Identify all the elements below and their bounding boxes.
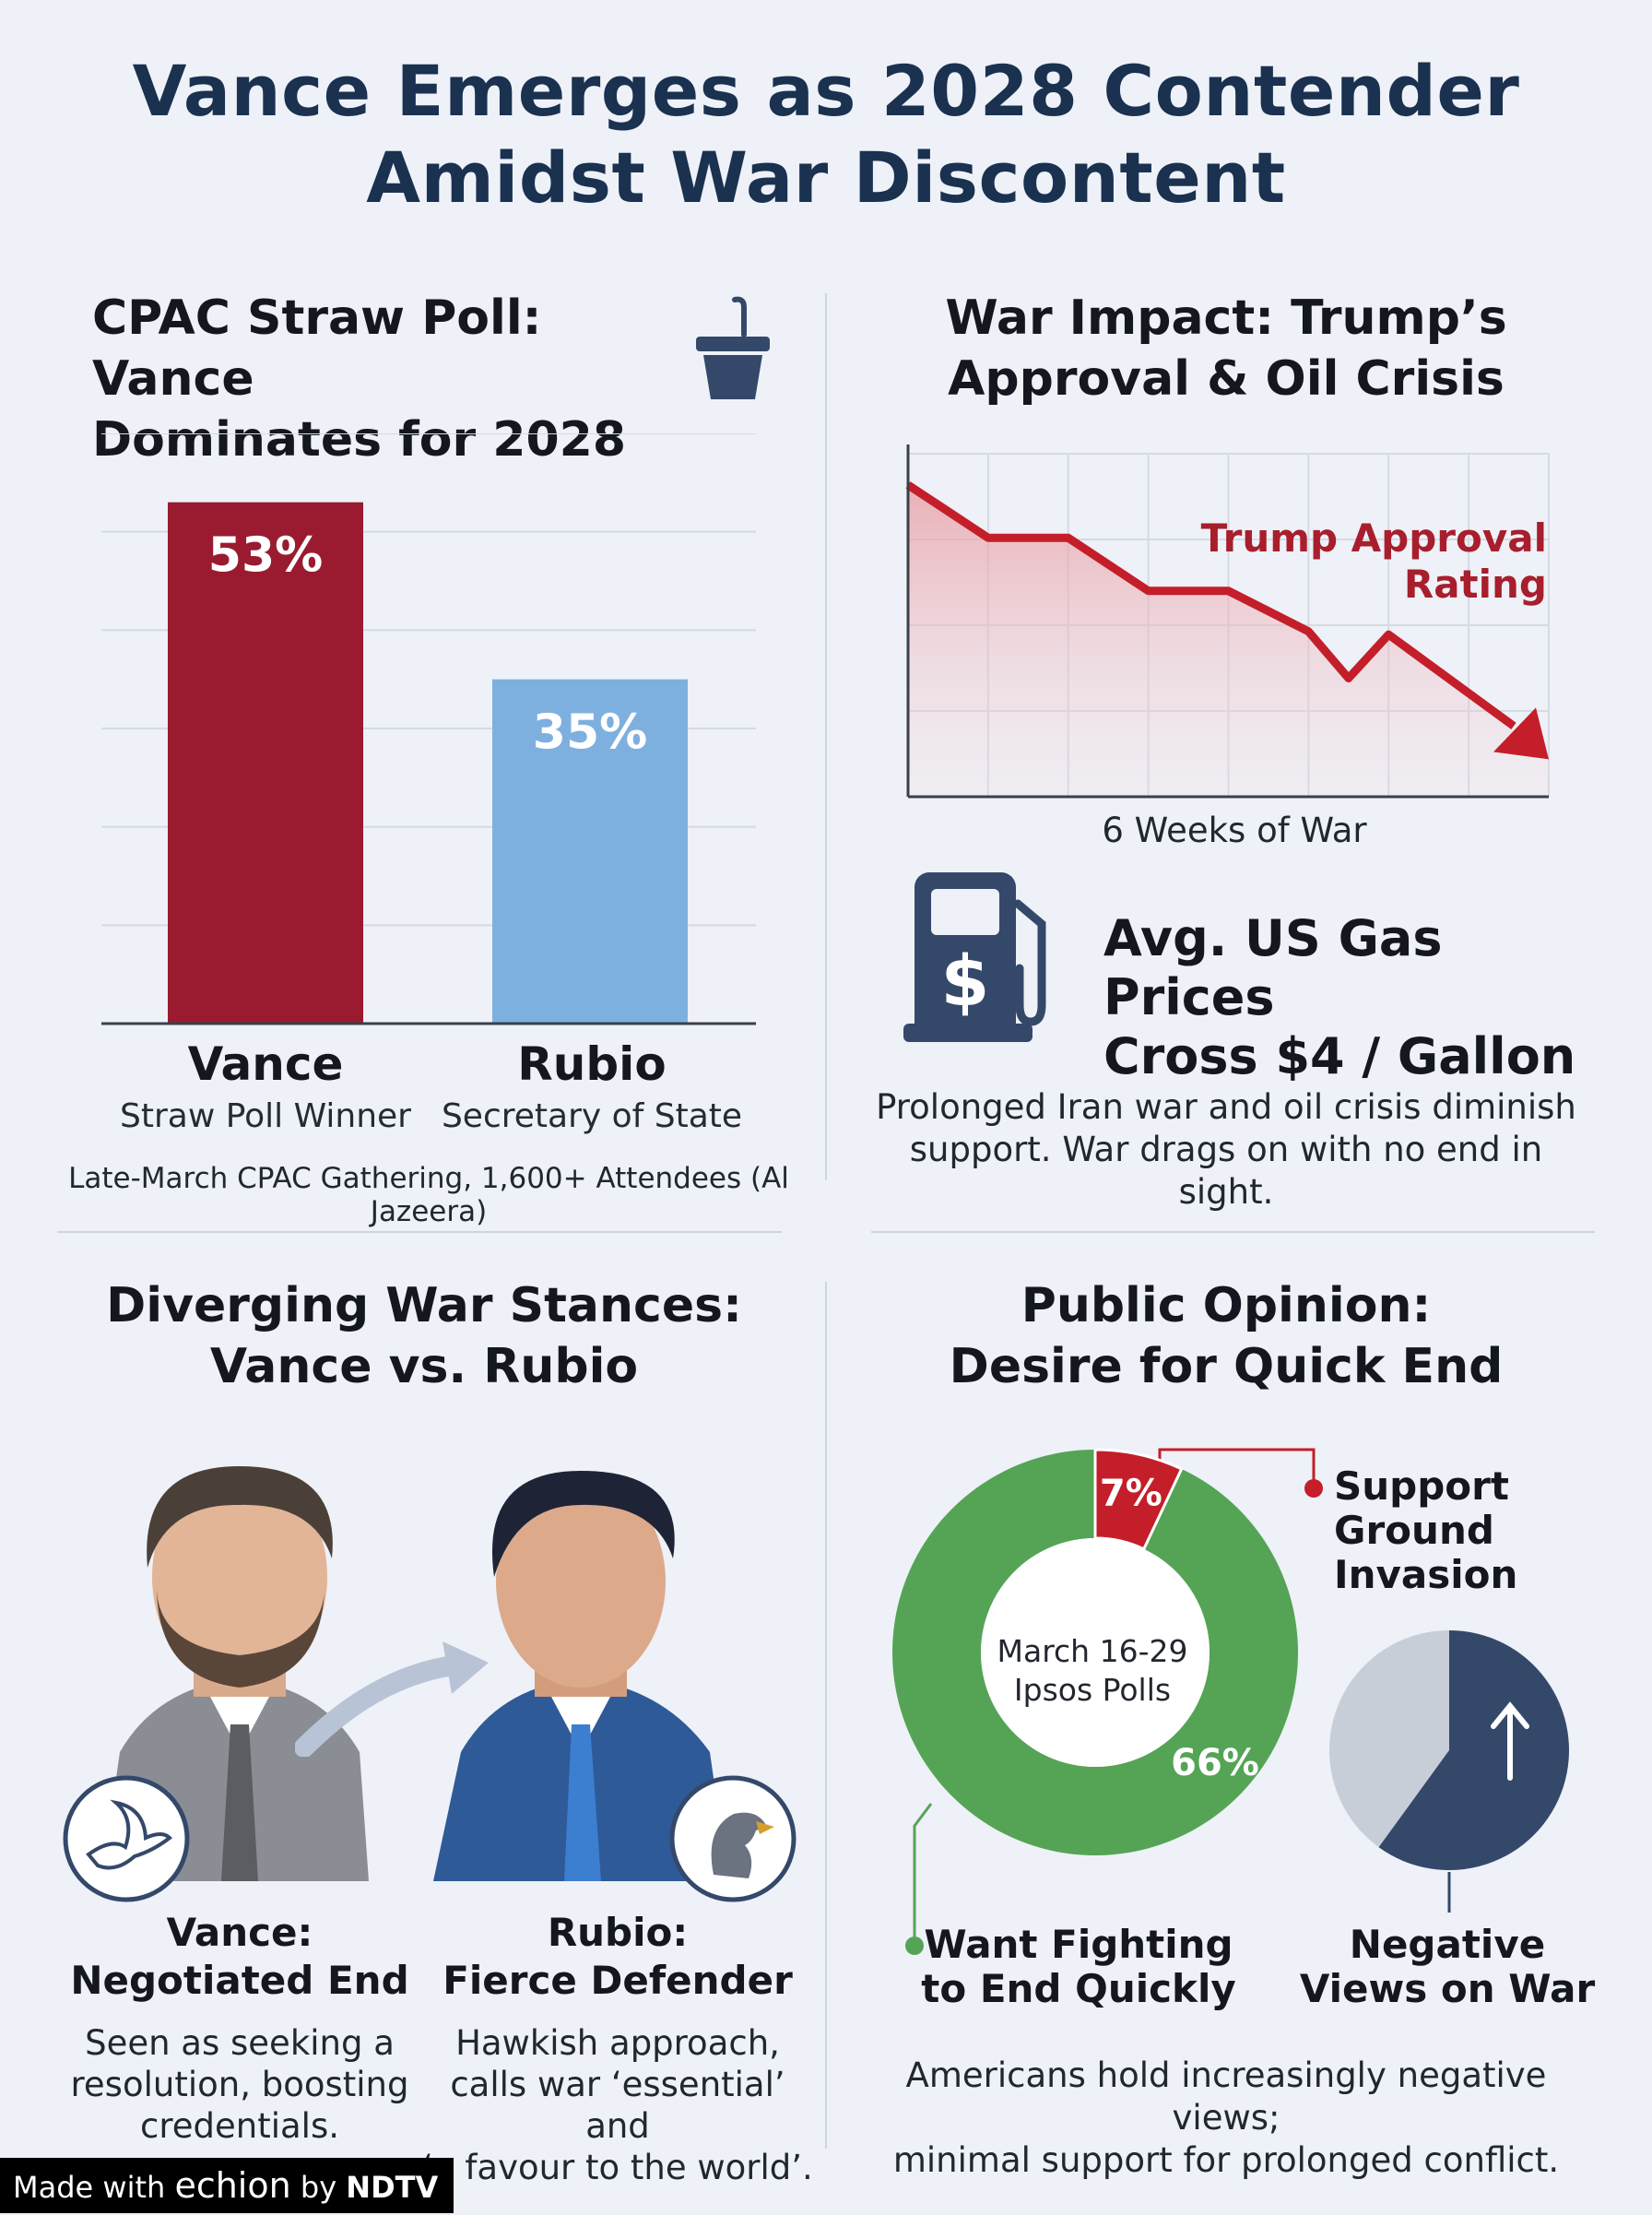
war-title-line2: Approval & Oil Crisis [948,351,1504,407]
vance-stance-heading2: Negotiated End [70,1958,409,2003]
neg-line1: Negative [1349,1922,1546,1967]
cpac-title: CPAC Straw Poll: Vance Dominates for 202… [92,288,682,470]
vance-stance-desc3: credentials. [140,2106,339,2146]
want-leader-dot [905,1937,924,1955]
want-leader-line [913,1803,933,1942]
badge-network: NDTV [346,2170,439,2205]
cpac-bar-chart: 53% 35% [101,433,756,1025]
vance-bar-name: Vance [187,1037,344,1091]
neg-line2: Views on War [1299,1966,1596,2011]
support-invasion-label: Support Ground Invasion [1334,1464,1611,1597]
opinion-title: Public Opinion: Desire for Quick End [857,1275,1595,1397]
podium-icon [696,296,770,399]
page-title-line1: Vance Emerges as 2028 Contender [132,50,1520,132]
approval-area [908,484,1549,797]
gas-line2: Cross $4 / Gallon [1103,1027,1576,1085]
support-line1: Support [1334,1463,1509,1509]
opinion-title-line1: Public Opinion: [1021,1278,1432,1333]
opinion-donut-chart: 7% 66% [892,1448,1569,1955]
approval-arrowhead [1493,707,1549,760]
up-arrow-icon [1491,1701,1529,1781]
donut-hole [981,1538,1210,1767]
vance-stance-heading: Vance: Negotiated End [37,1909,442,2005]
donut-label-66: 66% [1171,1742,1259,1784]
negative-views-label: Negative Views on War [1291,1923,1604,2011]
support-line2: Ground [1334,1508,1494,1553]
vance-stance-desc: Seen as seeking a resolution, boosting c… [37,2022,442,2147]
gas-price-headline: Avg. US Gas Prices Cross $4 / Gallon [1103,909,1620,1086]
opinion-title-line2: Desire for Quick End [949,1339,1504,1394]
badge-by: by [300,2170,337,2205]
stances-title-line1: Diverging War Stances: [106,1278,742,1333]
rubio-stance-desc3: ‘a favour to the world’. [422,2148,813,2187]
gas-pump-icon: $ [903,872,1046,1042]
want-quick-end-label: Want Fighting to End Quickly [903,1923,1254,2011]
transition-arrow-icon [295,1641,489,1757]
page-title-line2: Amidst War Discontent [366,136,1286,219]
eagle-icon [669,1775,796,1902]
bar-value-label: 35% [533,705,647,761]
vance-stance-desc1: Seen as seeking a [85,2023,395,2063]
series-label-line1: Trump Approval [1201,515,1547,561]
support-line3: Invasion [1334,1552,1518,1597]
pie-slice-negative [1378,1630,1569,1870]
bar-rubio [492,679,688,1024]
badge-brand: echion [174,2165,291,2206]
badge-made-with: Made with [13,2170,166,2205]
war-title-line1: War Impact: Trump’s [945,290,1507,346]
series-label-line2: Rating [1404,562,1547,607]
vertical-divider-bottom [825,1282,827,2149]
vance-stance-desc2: resolution, boosting [70,2065,409,2104]
x-axis-label: 6 Weeks of War [1102,811,1367,848]
rubio-stance-heading: Rubio: Fierce Defender [415,1909,820,2005]
war-title: War Impact: Trump’s Approval & Oil Crisi… [857,288,1595,409]
want-line2: to End Quickly [921,1966,1236,2011]
opinion-note: Americans hold increasingly negative vie… [857,2055,1595,2182]
want-line1: Want Fighting [924,1922,1233,1967]
stances-title-line2: Vance vs. Rubio [209,1339,639,1394]
donut-slice-want-quick-end [892,1450,1298,1855]
gas-line1: Avg. US Gas Prices [1103,909,1443,1026]
rubio-stance-heading1: Rubio: [547,1910,689,1955]
war-note-line2: support. War drags on with no end in sig… [909,1130,1543,1212]
donut-center-line1: March 16-29 [997,1633,1188,1669]
made-with-badge: Made with echion by NDTV [0,2158,454,2213]
bar-value-label: 53% [208,528,323,584]
cpac-title-line2: Dominates for 2028 [92,412,627,468]
opinion-note-line2: minimal support for prolonged conflict. [892,2140,1560,2180]
rubio-stance-desc2: calls war ‘essential’ and [450,2065,785,2146]
rubio-stance-desc: Hawkish approach, calls war ‘essential’ … [415,2022,820,2188]
horizontal-divider-right [871,1231,1595,1233]
cpac-footnote: Late-March CPAC Gathering, 1,600+ Attend… [68,1162,789,1228]
donut-center-line2: Ipsos Polls [1013,1672,1172,1708]
war-note-line1: Prolonged Iran war and oil crisis dimini… [876,1087,1576,1127]
war-note: Prolonged Iran war and oil crisis dimini… [857,1086,1595,1214]
rubio-portrait [433,1471,728,1881]
horizontal-divider-left [57,1231,782,1233]
opinion-note-line1: Americans hold increasingly negative vie… [905,2055,1547,2138]
rubio-stance-desc1: Hawkish approach, [455,2023,780,2063]
rubio-stance-heading2: Fierce Defender [442,1958,793,2003]
gas-dollar-sign: $ [941,940,990,1022]
vance-stance-heading1: Vance: [166,1910,313,1955]
cpac-title-line1: CPAC Straw Poll: Vance [92,290,542,407]
page-title: Vance Emerges as 2028 Contender Amidst W… [0,48,1652,221]
approval-line [905,481,1516,730]
donut-center-label: March 16-29 Ipsos Polls [977,1632,1208,1710]
dove-icon [63,1775,190,1902]
support-leader-dot [1304,1479,1323,1498]
vertical-divider-top [825,293,827,1180]
bar-vance [168,502,363,1024]
rubio-bar-role: Secretary of State [441,1097,743,1135]
vance-bar-role: Straw Poll Winner [119,1097,411,1135]
stances-title: Diverging War Stances: Vance vs. Rubio [37,1275,811,1397]
rubio-bar-name: Rubio [517,1037,667,1091]
donut-label-7: 7% [1100,1472,1162,1514]
